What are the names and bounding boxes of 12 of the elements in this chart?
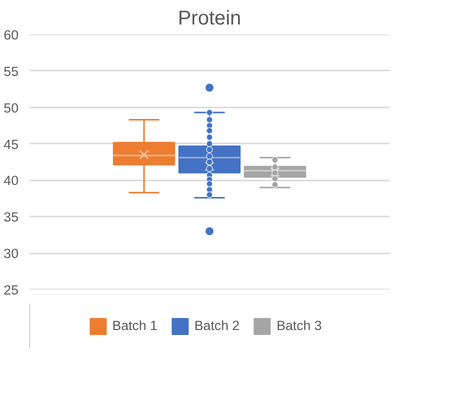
y-tick-label: 60 <box>4 28 19 42</box>
legend-label: Batch 2 <box>194 318 240 333</box>
y-tick-label: 30 <box>4 246 19 262</box>
y-tick-label: 25 <box>4 282 19 298</box>
y-tick-label: 50 <box>4 100 19 116</box>
chart-title: Protein <box>178 8 242 30</box>
legend-label: Batch 3 <box>276 318 322 333</box>
y-tick-label: 55 <box>4 64 19 79</box>
y-tick-label: 45 <box>4 136 19 152</box>
y-tick-label: 35 <box>4 210 19 225</box>
y-tick-label: 40 <box>4 173 19 188</box>
legend-label: Batch 1 <box>112 318 158 333</box>
